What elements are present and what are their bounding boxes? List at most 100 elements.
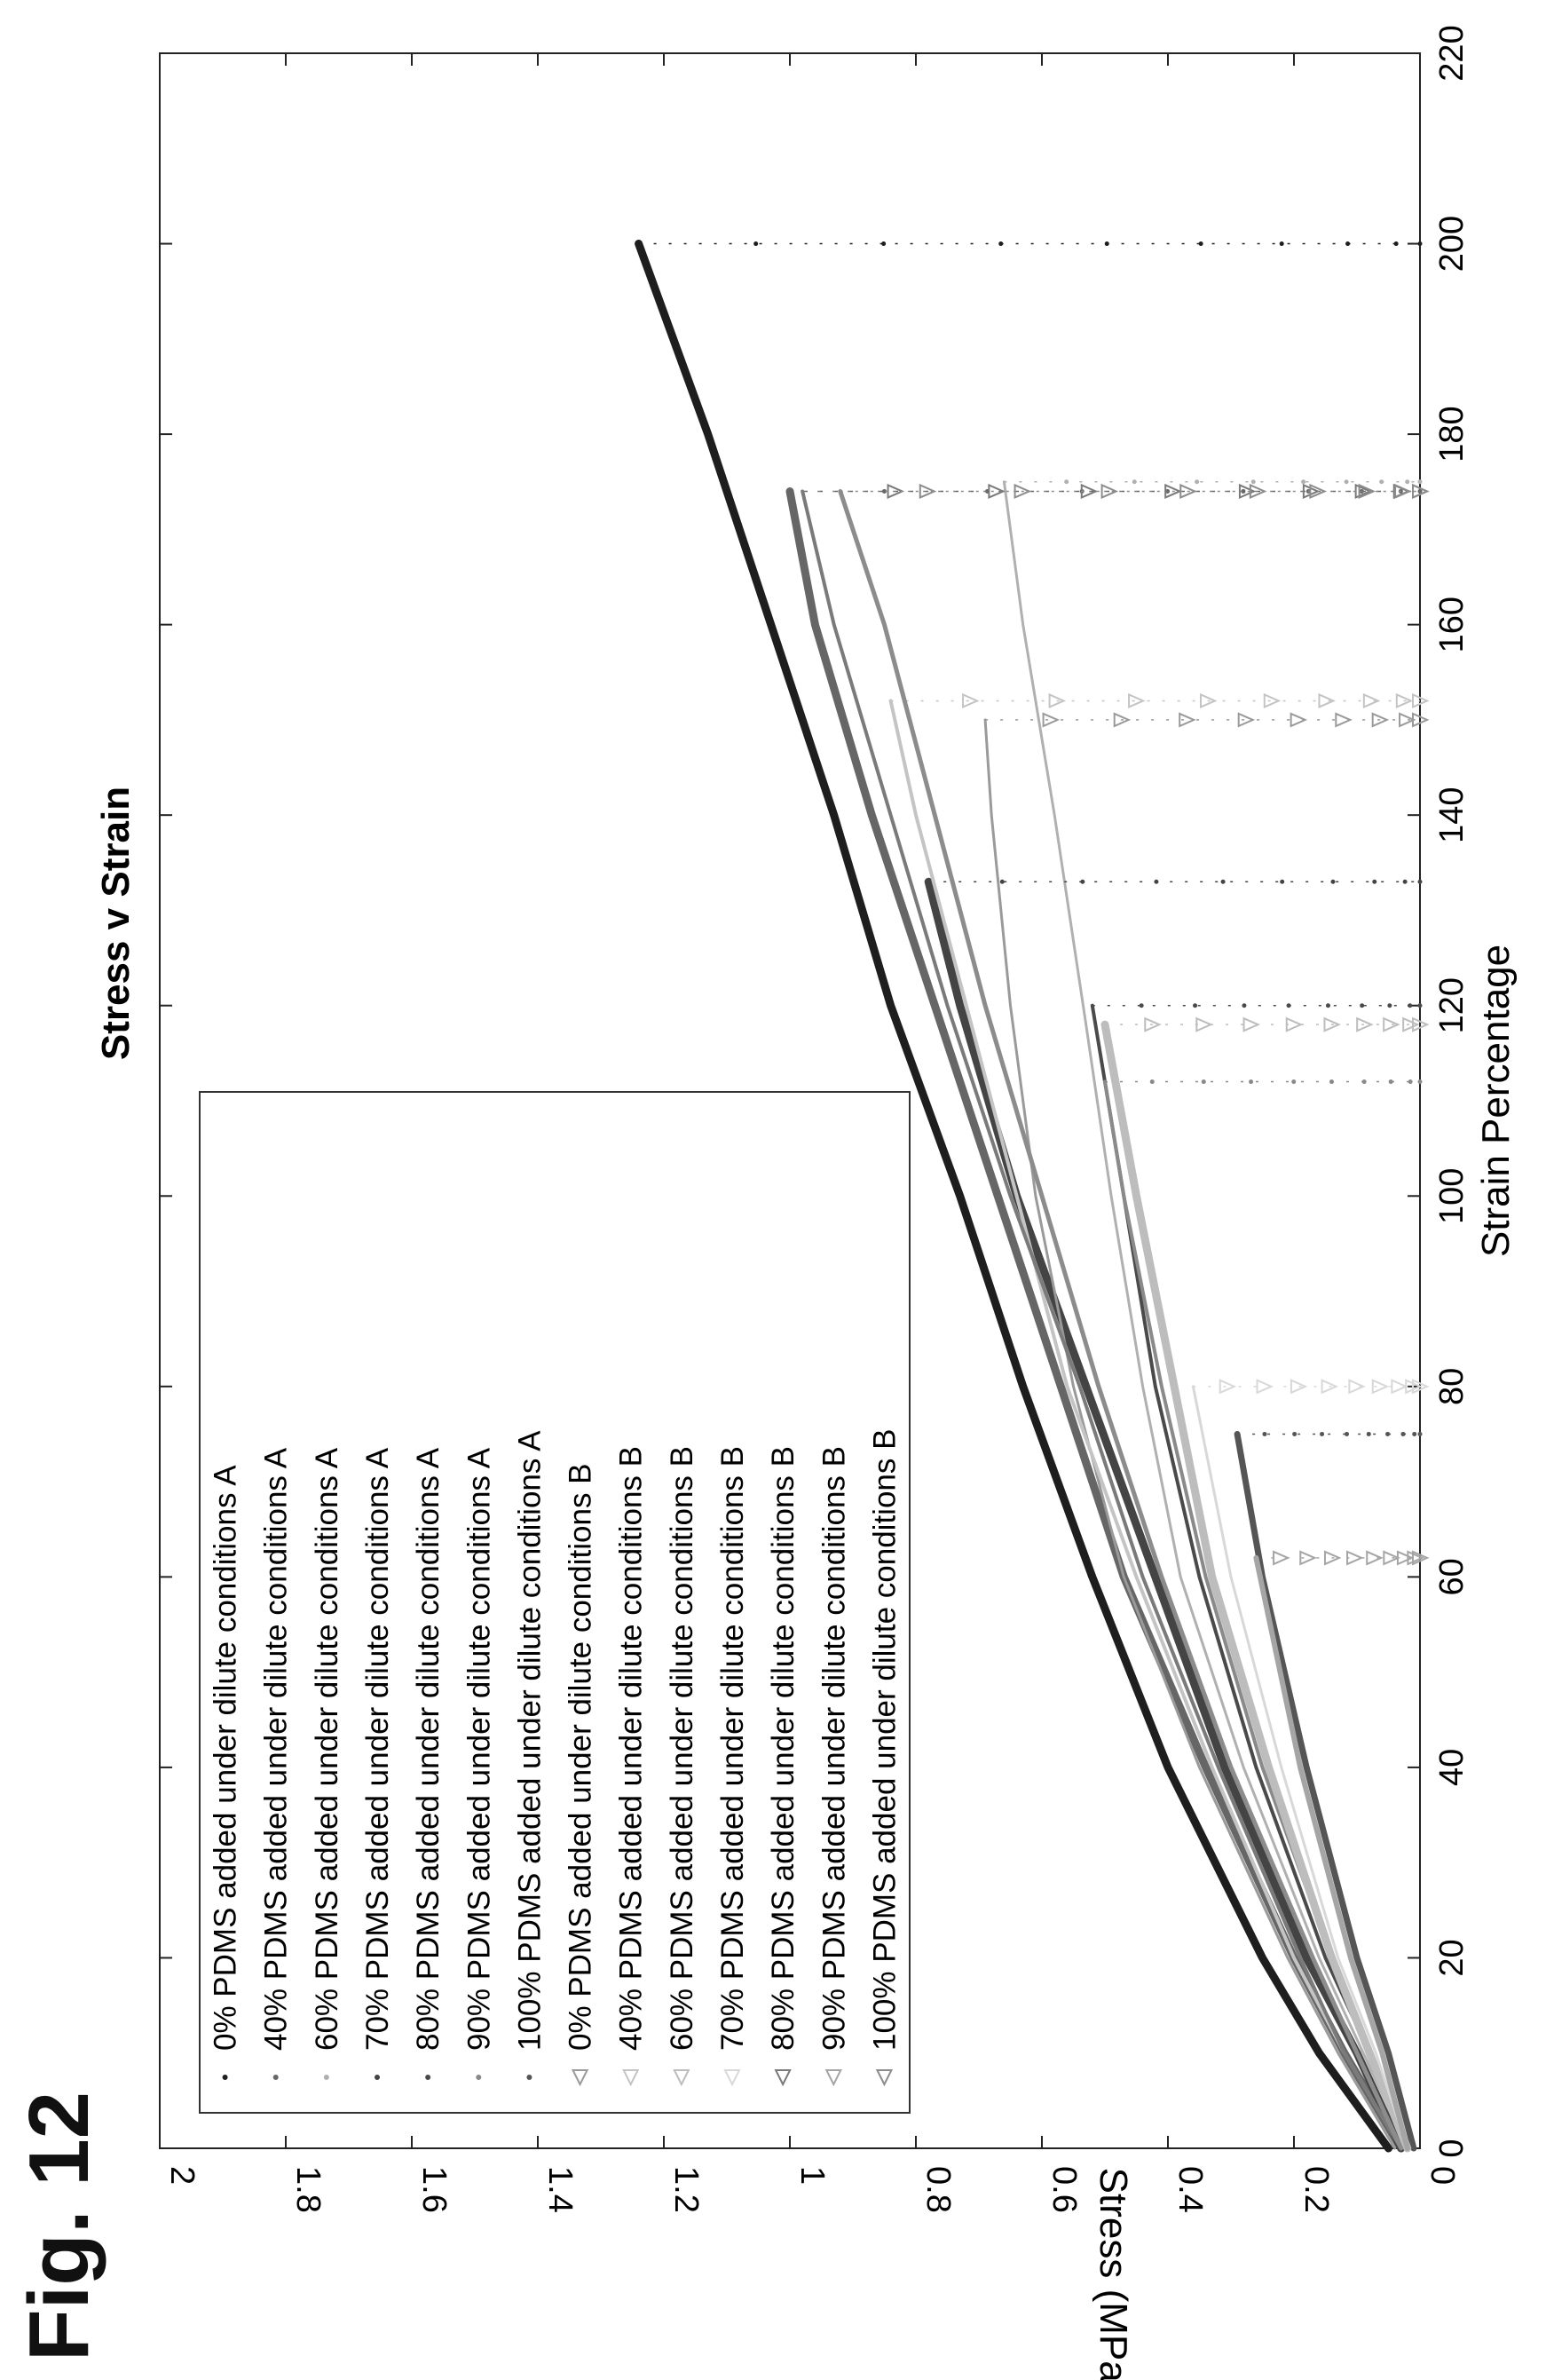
triangle-marker [1256,1379,1274,1395]
series-group [888,692,1430,2150]
legend-label: 70% PDMS added under dilute conditions B [715,1446,750,2051]
triangle-marker [1362,692,1381,708]
dot-marker [1320,1431,1325,1436]
dot-marker [1195,479,1200,485]
x-tick-label: 120 [1433,977,1471,1033]
x-tick-label: 0 [1433,2139,1471,2157]
dot-marker [1366,1431,1371,1436]
dot-marker [1286,1003,1291,1008]
triangle-marker [1335,712,1353,728]
dot-marker [1080,879,1085,884]
x-axis-label: Strain Percentage [1474,945,1518,1257]
triangle-marker [1285,1016,1304,1032]
dot-marker [1249,1079,1254,1085]
x-tick-label: 140 [1433,787,1471,842]
y-tick-label: 0.6 [1045,2166,1083,2213]
triangle-marker [1318,692,1336,708]
y-axis-label: Stress (MPa) [1092,2168,1135,2380]
dot-marker [1154,879,1159,884]
dot-marker [1405,479,1410,485]
dot-marker [1387,1003,1392,1008]
triangle-marker [1200,692,1218,708]
triangle-marker [1237,712,1256,728]
dot-marker [1198,241,1203,247]
dot-marker [753,241,759,247]
dot-marker [1291,1079,1297,1085]
triangle-marker [1299,1550,1317,1566]
triangle-marker [1383,1550,1400,1566]
series-line [1100,1020,1412,2153]
dot-marker [1262,1431,1267,1436]
triangle-marker [1371,1379,1390,1395]
tick-marks: 0 20 40 60 80 100 120 140 160 180 200 220 0 0.2 0.4 0.6… [159,25,1471,2213]
triangle-marker [1290,712,1308,728]
legend-marker [875,2069,894,2087]
dot-marker [1344,479,1349,485]
legend-label: 100% PDMS added under dilute conditions … [867,1429,902,2051]
dot-marker [882,488,887,494]
y-tick-label: 2 [163,2166,201,2185]
legend-label: 80% PDMS added under dilute conditions B [766,1446,801,2051]
x-tick-label: 80 [1433,1368,1471,1405]
dot-marker [1325,1003,1330,1008]
triangle-marker [1113,712,1132,728]
triangle-marker [1273,1550,1290,1566]
dot-marker [1417,241,1423,247]
x-tick-label: 220 [1433,25,1471,81]
triangle-marker [1371,712,1390,728]
legend-marker [425,2075,431,2080]
dot-marker [1417,488,1423,494]
dot-marker [1345,241,1351,247]
legend-label: 60% PDMS added under dilute conditions B [665,1446,699,2051]
triangle-marker [1395,692,1414,708]
triangle-marker [1249,483,1267,499]
legend-marker [272,2075,279,2080]
triangle-marker [1242,1016,1261,1032]
series-line [801,489,1403,2150]
triangle-marker [1179,483,1197,499]
triangle-marker [1407,1550,1424,1566]
dot-marker [1280,879,1285,884]
dot-marker [1408,1079,1413,1085]
legend-label: 0% PDMS added under dilute conditions A [209,1465,243,2051]
y-tick-label: 1.2 [667,2166,705,2213]
legend-marker [222,2075,228,2080]
dot-marker [1412,1431,1417,1436]
series-line [888,699,1403,2150]
triangle-marker [1263,692,1282,708]
legend-label: 60% PDMS added under dilute conditions A [310,1447,344,2051]
dot-marker [1393,241,1399,247]
triangle-marker [1144,1016,1162,1032]
dot-marker [1417,1431,1423,1436]
triangle-marker [1080,483,1099,499]
dot-marker [1417,479,1423,485]
triangle-marker [1346,1550,1364,1566]
x-tick-label: 160 [1433,597,1471,652]
series-group [1253,1550,1430,2151]
legend-marker [824,2069,842,2087]
legend-marker [723,2069,741,2087]
dot-marker [1408,1003,1413,1008]
dot-marker [1379,479,1384,485]
triangle-marker [1399,712,1416,728]
x-tick-label: 200 [1433,216,1471,272]
dot-marker [1400,1431,1406,1436]
dot-marker [1064,479,1069,485]
series-line [838,489,1404,2151]
dot-marker [1164,488,1170,494]
legend: 0% PDMS added under dilute conditions A 4… [199,1091,911,2114]
legend-marker [323,2075,329,2080]
chart-title: Stress v Strain [94,787,138,1060]
dot-marker [999,879,1005,884]
legend-label: 70% PDMS added under dilute conditions A [360,1447,395,2051]
legend-label: 90% PDMS added under dilute conditions A [461,1447,496,2051]
legend-marker [476,2075,482,2080]
dot-marker [1417,879,1423,884]
triangle-marker [1014,483,1032,499]
x-tick-label: 100 [1433,1168,1471,1224]
x-tick-label: 20 [1433,1939,1471,1976]
dot-marker [1201,1079,1206,1085]
legend-marker [673,2069,690,2087]
y-tick-label: 1 [793,2166,831,2185]
dot-marker [1250,479,1256,485]
